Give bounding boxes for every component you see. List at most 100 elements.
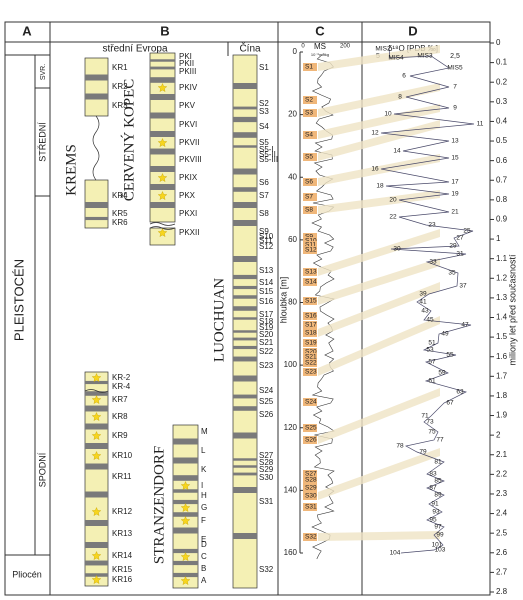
unit-label: PKI — [179, 52, 192, 61]
correlation-band — [318, 83, 440, 117]
age-tick-label: 2.1 — [496, 450, 508, 459]
stage-label: 67 — [446, 400, 454, 407]
paleosol-band — [173, 489, 198, 493]
ms-unit-label: S13 — [305, 269, 317, 276]
paleosol-band — [150, 148, 175, 155]
ms-tick-label: 200 — [340, 44, 351, 50]
paleosol-band — [233, 356, 257, 362]
age-tick-label: 0.4 — [496, 117, 508, 126]
ms-unit-label: S27 — [305, 471, 317, 478]
star — [157, 137, 168, 148]
star — [91, 550, 102, 561]
paleosol-band — [85, 380, 108, 385]
unit-label: S4 — [259, 122, 269, 131]
column-letter: D — [408, 23, 417, 38]
stage-label: 10 — [384, 111, 392, 118]
star — [157, 227, 168, 238]
ms-unit-label: S32 — [305, 534, 317, 541]
ms-peak — [303, 424, 317, 432]
ms-peak — [303, 241, 317, 249]
age-tick-label: 1.8 — [496, 391, 508, 400]
age-tick-label: 2.3 — [496, 489, 508, 498]
ms-unit-label: S21 — [305, 354, 317, 361]
stage-label: 91 — [431, 501, 439, 508]
age-tick-label: 0.8 — [496, 195, 508, 204]
paleosol-band — [85, 93, 108, 100]
stage-label: 13 — [451, 138, 459, 145]
stage-label: 71 — [421, 413, 429, 420]
unit-label: S5 — [259, 138, 269, 147]
paleosol-band — [233, 330, 257, 333]
unit-label: S28 — [259, 458, 274, 467]
unit-label: KR-4 — [112, 382, 131, 391]
ms-unit-label: S28 — [305, 477, 317, 484]
section-name: ČERVENÝ KOPEC — [120, 79, 137, 202]
depth-tick-label: 80 — [288, 298, 297, 307]
paleosol-band — [233, 487, 257, 493]
ms-peak — [303, 63, 317, 71]
ms-unit-label: S6 — [305, 179, 313, 186]
unit-label: S10 — [259, 232, 274, 241]
age-axis-label: miliony let před současností — [507, 254, 517, 366]
age-tick-label: 0.6 — [496, 156, 508, 165]
stage-label: MIS5 — [447, 65, 463, 72]
correlation-band — [318, 154, 440, 186]
paleosol-band — [233, 106, 257, 110]
ms-unit-label: S15 — [305, 298, 317, 305]
stage-label: 47 — [461, 322, 469, 329]
paleosol-band — [173, 438, 198, 445]
unit-label: KR2 — [112, 82, 128, 91]
paleosol-band — [85, 405, 108, 412]
paleosol-band — [85, 74, 108, 81]
correlation-band — [318, 190, 440, 214]
correlation-band — [318, 45, 440, 71]
unit-label: S19 — [259, 323, 274, 332]
paleosol-band — [233, 375, 257, 382]
unit-label: PKIX — [179, 173, 198, 182]
star — [91, 450, 102, 461]
age-tick-label: 0.7 — [496, 175, 508, 184]
unit-label: F — [201, 516, 206, 525]
age-tick-label: 2.8 — [496, 587, 508, 596]
unit-label: KR5 — [112, 209, 128, 218]
column-letter: A — [22, 23, 32, 38]
paleosol-band — [233, 83, 257, 89]
unit-label: S22 — [259, 347, 274, 356]
paleosol-band — [173, 457, 198, 464]
unit-label: S20 — [259, 330, 274, 339]
unit-label: KR11 — [112, 472, 132, 481]
stage-label: 101 — [432, 542, 443, 549]
ms-unit-label: S2 — [305, 97, 313, 104]
stage-label: 22 — [389, 214, 397, 221]
depth-axis-label: hloubka [m] — [278, 277, 288, 324]
star — [91, 394, 102, 405]
paleosol-band — [150, 166, 175, 172]
age-tick-label: 1.6 — [496, 352, 508, 361]
star — [180, 575, 191, 586]
unit-label: S1 — [259, 63, 269, 72]
stage-label: 19 — [451, 191, 459, 198]
unit-label: H — [201, 491, 207, 500]
age-tick-label: 2.4 — [496, 509, 508, 518]
age-tick-label: 1 — [496, 234, 501, 243]
paleosol-band — [150, 77, 175, 83]
paleosol-band — [233, 295, 257, 299]
star — [91, 372, 102, 383]
star — [91, 430, 102, 441]
unit-label: S3 — [259, 107, 269, 116]
ms-peak — [303, 193, 317, 201]
paleosol-band — [85, 423, 108, 430]
ms-peak — [303, 297, 317, 305]
unit-label: S14 — [259, 278, 274, 287]
unit-label: KR16 — [112, 575, 133, 584]
unit-label: S5-II — [259, 150, 276, 159]
unit-label: I — [201, 481, 203, 490]
ms-unit-label: S29 — [305, 485, 317, 492]
unit-label: KR1 — [112, 63, 128, 72]
unit-label: PKV — [179, 101, 196, 110]
stage-label: 12 — [371, 130, 379, 137]
age-tick-label: 0.9 — [496, 215, 508, 224]
unit-label: KR3 — [112, 101, 128, 110]
ms-peak — [303, 153, 317, 161]
